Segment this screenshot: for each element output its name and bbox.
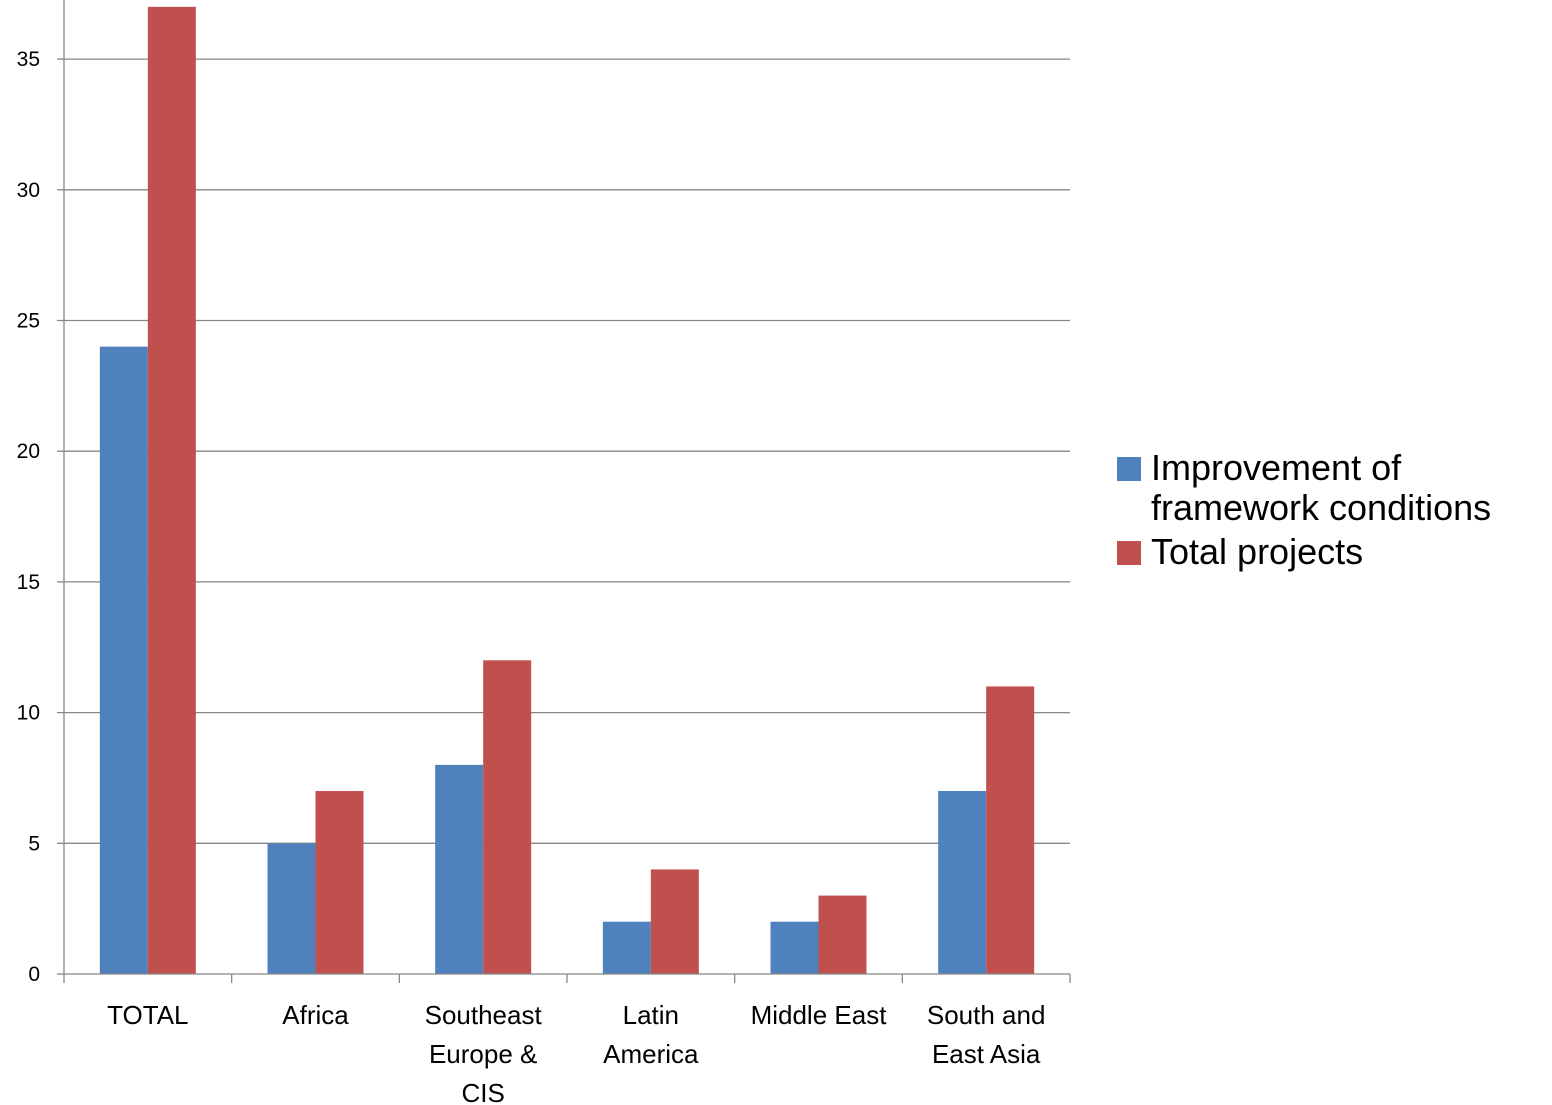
y-tick-label: 30 [17, 179, 40, 202]
x-axis-category-labels: TOTAL Africa Southeast Europe & CIS Latin Amer… [107, 1000, 1045, 1105]
legend-item: Total projects [1117, 532, 1547, 572]
y-tick-label: 20 [17, 440, 40, 463]
bar-improvement-5 [938, 791, 987, 974]
x-category-label: Southeast [425, 1000, 543, 1030]
legend-swatch [1117, 541, 1141, 565]
legend: Improvement of framework conditions Total … [1117, 448, 1547, 580]
x-category-label: Europe & [429, 1039, 537, 1069]
legend-label-line: framework conditions [1151, 487, 1492, 528]
bar-improvement-4 [770, 921, 819, 974]
legend-label: Improvement of framework conditions [1151, 448, 1491, 528]
axes [57, 0, 1071, 983]
x-category-label: TOTAL [107, 1000, 188, 1030]
x-category-label: CIS [461, 1078, 504, 1105]
x-category-label: South and [927, 1000, 1046, 1030]
bar-total-4 [818, 895, 867, 974]
legend-item: Improvement of framework conditions [1117, 448, 1547, 528]
bar-total-5 [986, 686, 1035, 974]
y-axis-tick-labels: 0 5 10 15 20 25 30 35 [17, 48, 40, 986]
gridlines [64, 58, 1070, 844]
y-tick-label: 15 [17, 571, 40, 594]
x-category-label: Middle East [751, 1000, 888, 1030]
y-tick-label: 5 [28, 832, 40, 855]
x-category-label: East Asia [932, 1039, 1041, 1069]
bar-total-3 [650, 869, 699, 974]
bar-improvement-2 [435, 764, 484, 974]
bars [99, 6, 1035, 974]
y-tick-label: 35 [17, 48, 40, 71]
x-category-label: Latin [623, 1000, 679, 1030]
bar-total-1 [315, 791, 364, 974]
y-tick-label: 0 [28, 963, 40, 986]
bar-improvement-0 [99, 346, 148, 974]
bar-total-0 [147, 6, 196, 974]
bar-improvement-3 [602, 921, 651, 974]
legend-label-line: Improvement of [1151, 447, 1402, 488]
legend-label-line: Total projects [1151, 531, 1364, 572]
y-tick-label: 25 [17, 310, 40, 333]
legend-label: Total projects [1151, 532, 1363, 572]
x-category-label: Africa [282, 1000, 349, 1030]
y-tick-label: 10 [17, 702, 40, 725]
x-category-label: America [603, 1039, 699, 1069]
legend-swatch [1117, 457, 1141, 481]
bar-total-2 [483, 660, 532, 974]
bar-improvement-1 [267, 843, 316, 974]
